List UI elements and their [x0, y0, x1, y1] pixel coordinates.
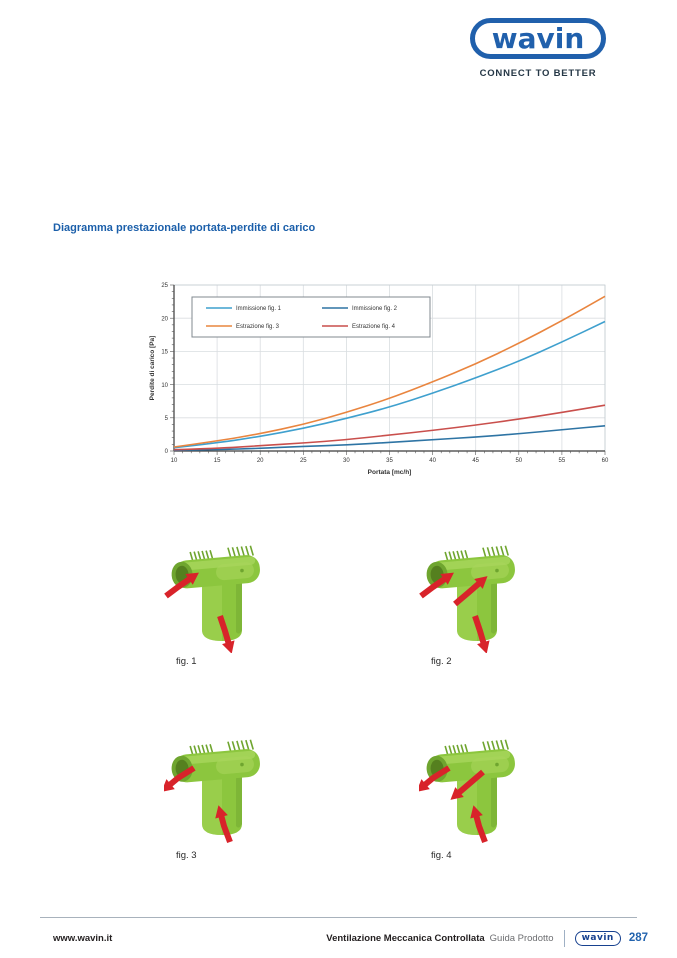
logo-tagline: CONNECT TO BETTER: [479, 68, 597, 79]
wavin-logo-pill: wavin: [470, 18, 606, 59]
flow-arrow-out-bottom: [217, 615, 235, 653]
chart-series: [173, 295, 606, 452]
green-fitting-body: [426, 739, 515, 835]
svg-text:20: 20: [257, 458, 264, 464]
flow-arrow-in-bottom: [215, 805, 233, 844]
footer-wavin-logo: wavin: [574, 930, 621, 946]
green-fitting-body: [171, 739, 260, 835]
page-number: 287: [628, 932, 648, 944]
footer-vertical-divider: [563, 929, 565, 947]
svg-text:15: 15: [214, 458, 221, 464]
svg-text:10: 10: [171, 458, 178, 464]
figure-3-label: fig. 3: [176, 850, 197, 861]
legend-entry-label: Immissione fig. 2: [352, 306, 398, 312]
green-fitting-body: [426, 545, 515, 641]
flow-arrow-out-bottom: [472, 615, 490, 653]
chart-tick-labels: 10 15 20 25 30 35 40 45 50 55 60 0 5 10 15 20 25 Portata …: [149, 283, 609, 476]
svg-text:45: 45: [472, 458, 479, 464]
flow-arrow-in-left: [419, 572, 454, 599]
flow-arrow-out-right: [450, 769, 485, 800]
figure-4: fig. 4: [419, 722, 539, 861]
series-line: [173, 295, 606, 448]
svg-text:50: 50: [515, 458, 522, 464]
footer: www.wavin.it Ventilazione Meccanica Cont…: [53, 928, 648, 948]
legend-entry-label: Immissione fig. 1: [236, 306, 282, 312]
figure-3: fig. 3: [164, 722, 284, 861]
figure-2-label: fig. 2: [431, 656, 452, 667]
svg-text:10: 10: [161, 383, 168, 389]
chart-legend: Immissione fig. 1 Immissione fig. 2 Estraz…: [191, 296, 431, 338]
footer-website-link[interactable]: www.wavin.it: [53, 932, 113, 944]
flow-arrow-in-right: [453, 576, 488, 607]
flow-arrow-in-left: [164, 572, 199, 599]
svg-text:30: 30: [343, 458, 350, 464]
svg-text:0: 0: [165, 449, 169, 455]
footer-right-group: Ventilazione Meccanica Controllata Guida…: [326, 929, 648, 947]
svg-text:60: 60: [602, 458, 609, 464]
series-line: [173, 404, 606, 451]
figure-4-label: fig. 4: [431, 850, 452, 861]
wavin-logo-text: wavin: [491, 22, 585, 55]
fitting-illustration-1: [164, 545, 260, 653]
svg-text:25: 25: [300, 458, 307, 464]
page-title: Diagramma prestazionale portata-perdite …: [53, 222, 316, 234]
svg-text:20: 20: [161, 316, 168, 322]
figure-1: fig. 1: [164, 528, 284, 667]
fitting-illustration-4: [419, 739, 515, 844]
green-fitting-body: [171, 545, 260, 641]
series-line: [173, 424, 606, 452]
legend-entry-label: Estrazione fig. 3: [236, 324, 280, 330]
footer-doc-title: Ventilazione Meccanica Controllata: [326, 932, 485, 944]
svg-text:15: 15: [161, 350, 168, 356]
svg-text:5: 5: [165, 416, 169, 422]
fitting-illustration-3: [164, 739, 260, 844]
flow-arrow-out-left: [164, 765, 196, 792]
flow-arrow-out-left: [419, 765, 451, 792]
legend-entry-label: Estrazione fig. 4: [352, 324, 396, 330]
svg-text:35: 35: [386, 458, 393, 464]
fitting-illustration-2: [419, 545, 515, 653]
flow-arrow-in-bottom: [470, 805, 488, 844]
line-chart: 10 15 20 25 30 35 40 45 50 55 60 0 5 10 15 20 25 Portata …: [149, 283, 609, 476]
performance-chart: 10 15 20 25 30 35 40 45 50 55 60 0 5 10 15 20 25 Portata …: [146, 276, 611, 481]
svg-text:55: 55: [559, 458, 566, 464]
footer-divider-line: [40, 917, 637, 918]
svg-text:40: 40: [429, 458, 436, 464]
footer-doc-subtitle: Guida Prodotto: [489, 932, 554, 944]
x-axis-label: Portata [mc/h]: [368, 469, 412, 476]
figure-2: fig. 2: [419, 528, 539, 667]
svg-text:25: 25: [161, 283, 168, 289]
series-line: [173, 320, 606, 449]
wavin-logo: wavin CONNECT TO BETTER: [463, 18, 613, 79]
chart-axes: [170, 284, 606, 455]
figure-1-label: fig. 1: [176, 656, 197, 667]
y-axis-label: Perdite di carico [Pa]: [149, 336, 156, 401]
